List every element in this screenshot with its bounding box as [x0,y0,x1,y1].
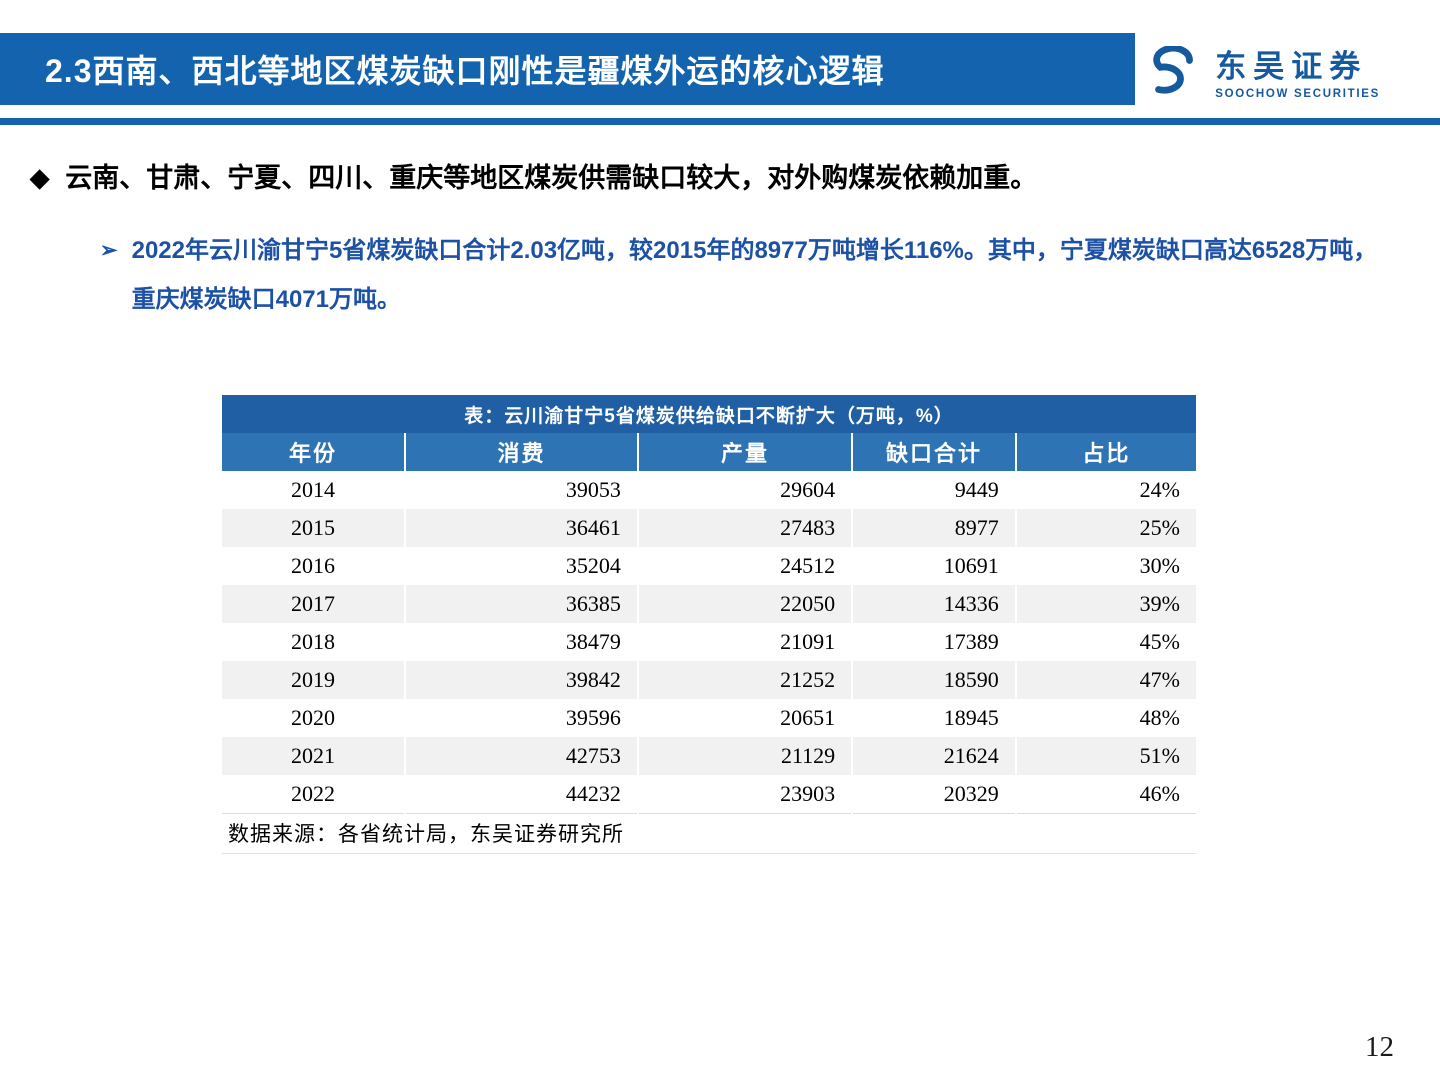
column-header: 占比 [1015,433,1196,471]
value-cell: 39842 [405,661,639,699]
value-cell: 39% [1015,585,1196,623]
value-cell: 45% [1015,623,1196,661]
value-cell: 24512 [637,547,854,585]
value-cell: 39053 [405,471,639,509]
value-cell: 44232 [405,775,639,813]
year-cell: 2020 [222,699,407,737]
soochow-logo-icon [1145,46,1203,104]
year-cell: 2022 [222,775,407,813]
value-cell: 24% [1015,471,1196,509]
value-cell: 47% [1015,661,1196,699]
value-cell: 17389 [852,623,1017,661]
table-row: 2020 39596 20651 18945 48% [222,699,1196,737]
table-title: 表：云川渝甘宁5省煤炭供给缺口不断扩大（万吨，%） [222,395,1196,433]
bullet-sub-text: 2022年云川渝甘宁5省煤炭缺口合计2.03亿吨，较2015年的8977万吨增长… [131,237,1378,314]
value-cell: 8977 [852,509,1017,547]
logo-name-cn: 东吴证券 [1215,49,1368,85]
year-cell: 2014 [222,471,407,509]
year-cell: 2015 [222,509,407,547]
column-header: 年份 [222,433,407,471]
bullet-main-text: 云南、甘肃、宁夏、四川、重庆等地区煤炭供需缺口较大，对外购煤炭依赖加重。 [65,163,1038,193]
year-cell: 2016 [222,547,407,585]
value-cell: 39596 [405,699,639,737]
table-title-row: 表：云川渝甘宁5省煤炭供给缺口不断扩大（万吨，%） [222,395,1196,433]
value-cell: 29604 [637,471,854,509]
header-divider [0,118,1440,125]
value-cell: 23903 [637,775,854,813]
table-row: 2021 42753 21129 21624 51% [222,737,1196,775]
arrow-bullet-icon: ➢ [100,239,118,262]
value-cell: 21624 [852,737,1017,775]
table-header-row: 年份 消费 产量 缺口合计 占比 [222,433,1196,471]
table-row: 2016 35204 24512 10691 30% [222,547,1196,585]
year-cell: 2018 [222,623,407,661]
table: 表：云川渝甘宁5省煤炭供给缺口不断扩大（万吨，%） 年份 消费 产量 缺口合计 占比 2… [222,395,1196,853]
value-cell: 10691 [852,547,1017,585]
value-cell: 18590 [852,661,1017,699]
page-number: 12 [1365,1031,1394,1063]
value-cell: 36461 [405,509,639,547]
value-cell: 51% [1015,737,1196,775]
table-row: 2019 39842 21252 18590 47% [222,661,1196,699]
value-cell: 22050 [637,585,854,623]
table-row: 2022 44232 23903 20329 46% [222,775,1196,813]
value-cell: 21129 [637,737,854,775]
year-cell: 2019 [222,661,407,699]
value-cell: 42753 [405,737,639,775]
value-cell: 30% [1015,547,1196,585]
value-cell: 25% [1015,509,1196,547]
logo-text: 东吴证券 SOOCHOW SECURITIES [1215,49,1380,100]
logo-name-en: SOOCHOW SECURITIES [1215,87,1380,100]
page-title: 2.3西南、西北等地区煤炭缺口刚性是疆煤外运的核心逻辑 [45,53,885,89]
header-banner: 2.3西南、西北等地区煤炭缺口刚性是疆煤外运的核心逻辑 [0,33,1135,105]
table-row: 2014 39053 29604 9449 24% [222,471,1196,509]
value-cell: 35204 [405,547,639,585]
value-cell: 27483 [637,509,854,547]
table-body: 2014 39053 29604 9449 24% 2015 36461 27483 8977 2… [222,471,1196,813]
value-cell: 20651 [637,699,854,737]
bullet-sub: ➢ 2022年云川渝甘宁5省煤炭缺口合计2.03亿吨，较2015年的8977万吨… [100,226,1400,324]
value-cell: 21252 [637,661,854,699]
coal-gap-table: 表：云川渝甘宁5省煤炭供给缺口不断扩大（万吨，%） 年份 消费 产量 缺口合计 占比 2… [222,395,1196,854]
column-header: 缺口合计 [852,433,1017,471]
value-cell: 48% [1015,699,1196,737]
table-row: 2017 36385 22050 14336 39% [222,585,1196,623]
bullet-main: ◆ 云南、甘肃、宁夏、四川、重庆等地区煤炭供需缺口较大，对外购煤炭依赖加重。 [30,160,1420,198]
value-cell: 46% [1015,775,1196,813]
value-cell: 9449 [852,471,1017,509]
value-cell: 20329 [852,775,1017,813]
table-row: 2018 38479 21091 17389 45% [222,623,1196,661]
table-row: 2015 36461 27483 8977 25% [222,509,1196,547]
table-source-row: 数据来源：各省统计局，东吴证券研究所 [222,812,1196,853]
value-cell: 38479 [405,623,639,661]
diamond-bullet-icon: ◆ [30,164,50,192]
data-source-note: 数据来源：各省统计局，东吴证券研究所 [222,812,1196,853]
year-cell: 2017 [222,585,407,623]
year-cell: 2021 [222,737,407,775]
company-logo: 东吴证券 SOOCHOW SECURITIES [1145,46,1380,104]
value-cell: 36385 [405,585,639,623]
value-cell: 14336 [852,585,1017,623]
value-cell: 18945 [852,699,1017,737]
value-cell: 21091 [637,623,854,661]
column-header: 消费 [405,433,639,471]
column-header: 产量 [637,433,854,471]
